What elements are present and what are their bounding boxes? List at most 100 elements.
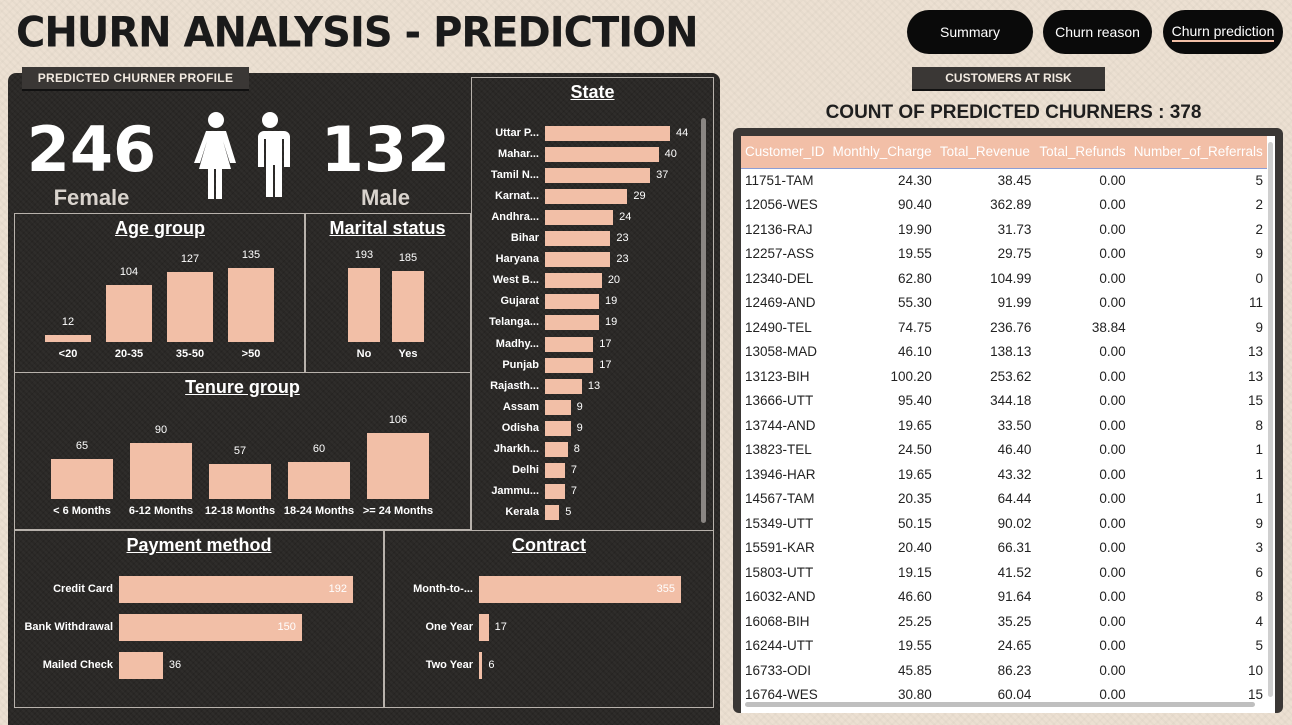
column-header[interactable]: Number_of_Referrals [1129, 136, 1267, 169]
data-label: 24 [619, 211, 632, 224]
marital-status-section: Marital status 193 No 185 Yes [304, 213, 471, 373]
table-cell: 362.89 [990, 197, 1032, 213]
data-label: 23 [616, 232, 629, 245]
age-group-section: Age group 12 <20 104 20-35 127 35-50 135 >50 [14, 213, 306, 373]
churn-reason-button-label: Churn reason [1055, 24, 1140, 40]
data-label: 20 [607, 274, 621, 287]
table-cell: 0.00 [1099, 564, 1126, 580]
table-row[interactable]: 13744-AND 19.65 33.50 0.00 8 [741, 413, 1267, 438]
table-cell: 62.80 [898, 270, 932, 286]
table-cell: 138.13 [990, 344, 1032, 360]
data-label: 23 [616, 253, 629, 266]
male-label: Male [361, 185, 410, 210]
table-horizontal-scrollbar[interactable] [745, 702, 1255, 707]
bar [288, 461, 350, 499]
bar [348, 268, 380, 342]
table-row[interactable]: 13666-UTT 95.40 344.18 0.00 15 [741, 389, 1267, 414]
table-row[interactable]: 11751-TAM 24.30 38.45 0.00 5 [741, 168, 1267, 193]
tick-label: Tamil N... [490, 169, 539, 182]
table-cell: 90.02 [997, 515, 1032, 531]
table-cell: 19.15 [898, 564, 932, 580]
table-cell: 46.10 [898, 344, 932, 360]
table-row[interactable]: 16068-BIH 25.25 35.25 0.00 4 [741, 609, 1267, 634]
table-vertical-scrollbar[interactable] [1268, 142, 1273, 697]
table-cell: 91.64 [997, 589, 1032, 605]
table-cell: 15 [1247, 393, 1263, 409]
table-cell: 0 [1255, 270, 1263, 286]
table-cell: 12340-DEL [745, 270, 814, 286]
table-header-row: Customer_ID Monthly_Charge Total_Revenue To… [741, 136, 1267, 169]
table-row[interactable]: 13823-TEL 24.50 46.40 0.00 1 [741, 438, 1267, 463]
table-row[interactable]: 12469-AND 55.30 91.99 0.00 11 [741, 291, 1267, 316]
table-row[interactable]: 12136-RAJ 19.90 31.73 0.00 2 [741, 217, 1267, 242]
column-header[interactable]: Monthly_Charge [828, 136, 936, 169]
table-row[interactable]: 12257-ASS 19.55 29.75 0.00 9 [741, 242, 1267, 267]
table-cell: 16733-ODI [745, 662, 812, 678]
table-row[interactable]: 16032-AND 46.60 91.64 0.00 8 [741, 585, 1267, 610]
churn-reason-button[interactable]: Churn reason [1043, 10, 1152, 54]
tick-label: Kerala [505, 505, 539, 518]
table-cell: 0.00 [1099, 270, 1126, 286]
summary-button[interactable]: Summary [907, 10, 1033, 54]
table-row[interactable]: 12340-DEL 62.80 104.99 0.00 0 [741, 266, 1267, 291]
table-cell: 1 [1255, 491, 1263, 507]
bar [392, 271, 424, 342]
data-label: 7 [570, 463, 577, 476]
column-header[interactable]: Total_Revenue [935, 136, 1036, 169]
tick-label: 6-12 Months [128, 505, 194, 517]
table-row[interactable]: 16764-WES 30.80 60.04 0.00 15 [741, 683, 1267, 708]
table-row[interactable]: 14567-TAM 20.35 64.44 0.00 1 [741, 487, 1267, 512]
table-cell: 16764-WES [745, 687, 818, 703]
table-cell: 16244-UTT [745, 638, 814, 654]
table-cell: 11751-TAM [745, 173, 814, 188]
table-row[interactable]: 13058-MAD 46.10 138.13 0.00 13 [741, 340, 1267, 365]
table-cell: 0.00 [1099, 687, 1126, 703]
table-cell: 236.76 [990, 319, 1032, 335]
tick-label: < 6 Months [53, 505, 111, 517]
state-scrollbar[interactable] [701, 118, 706, 523]
table-cell: 2 [1255, 221, 1263, 237]
tick-label: Month-to-... [413, 583, 473, 595]
table-cell: 12469-AND [745, 295, 816, 311]
data-label: 60 [312, 442, 326, 455]
table-cell: 19.90 [898, 221, 932, 237]
table-row[interactable]: 15591-KAR 20.40 66.31 0.00 3 [741, 536, 1267, 561]
table-row[interactable]: 12490-TEL 74.75 236.76 38.84 9 [741, 315, 1267, 340]
data-label: 192 [328, 583, 347, 595]
table-cell: 15349-UTT [745, 515, 814, 531]
table-cell: 12490-TEL [745, 319, 812, 335]
table-cell: 19.65 [898, 466, 932, 482]
table-row[interactable]: 16733-ODI 45.85 86.23 0.00 10 [741, 658, 1267, 683]
table-cell: 0.00 [1099, 197, 1126, 213]
table-cell: 24.30 [898, 173, 932, 188]
table-row[interactable]: 12056-WES 90.40 362.89 0.00 2 [741, 193, 1267, 218]
table-cell: 11 [1248, 295, 1263, 311]
table-row[interactable]: 15349-UTT 50.15 90.02 0.00 9 [741, 511, 1267, 536]
table-cell: 344.18 [990, 393, 1032, 409]
bar [545, 252, 611, 268]
table-cell: 9 [1255, 319, 1263, 335]
bar [545, 357, 594, 373]
table-cell: 50.15 [898, 515, 932, 531]
table-cell: 31.73 [997, 221, 1032, 237]
predicted-churners-count-title: COUNT OF PREDICTED CHURNERS : 378 [825, 102, 1202, 123]
table-cell: 74.75 [898, 319, 932, 335]
table-row[interactable]: 13123-BIH 100.20 253.62 0.00 13 [741, 364, 1267, 389]
male-icon [256, 112, 290, 197]
bar [367, 433, 429, 499]
tick-label: Jharkh... [493, 442, 539, 455]
table-cell: 30.80 [898, 687, 932, 703]
table-cell: 15591-KAR [745, 540, 815, 556]
column-header[interactable]: Total_Refunds [1035, 136, 1130, 169]
data-label: 135 [241, 249, 261, 261]
column-header[interactable]: Customer_ID [741, 136, 829, 169]
table-cell: 95.40 [898, 393, 932, 409]
table-row[interactable]: 15803-UTT 19.15 41.52 0.00 6 [741, 560, 1267, 585]
marital-status-title: Marital status [329, 218, 446, 238]
table-cell: 13 [1247, 344, 1263, 360]
table-row[interactable]: 16244-UTT 19.55 24.65 0.00 5 [741, 634, 1267, 659]
churn-prediction-button[interactable]: Churn prediction [1163, 10, 1283, 54]
bar [106, 284, 152, 342]
data-label: 37 [656, 169, 669, 182]
table-row[interactable]: 13946-HAR 19.65 43.32 0.00 1 [741, 462, 1267, 487]
